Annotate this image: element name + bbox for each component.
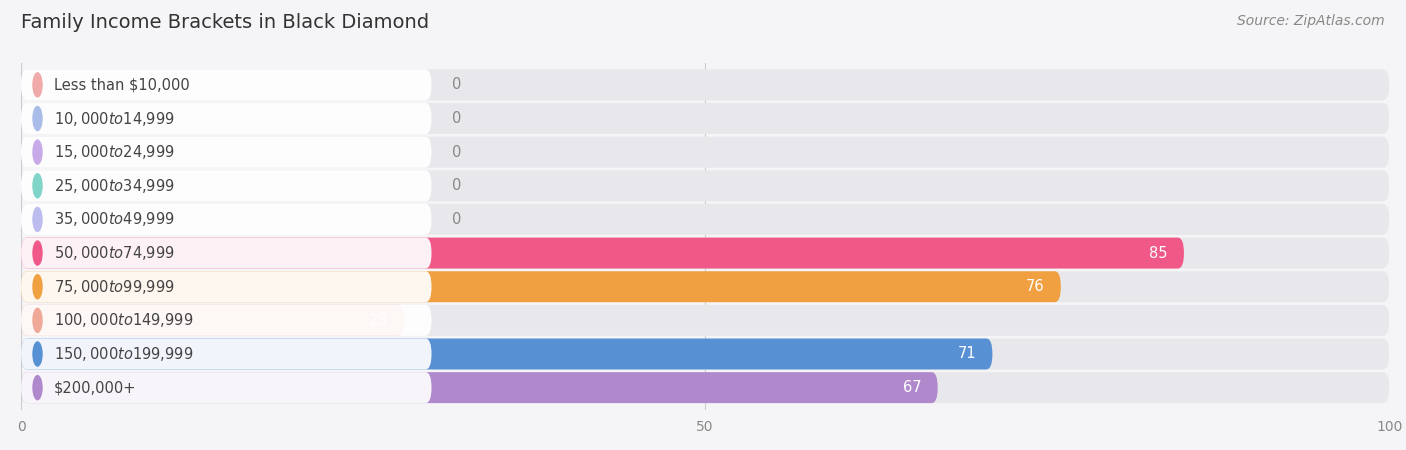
Text: Family Income Brackets in Black Diamond: Family Income Brackets in Black Diamond (21, 14, 429, 32)
FancyBboxPatch shape (21, 103, 432, 134)
Text: 85: 85 (1149, 246, 1167, 261)
FancyBboxPatch shape (21, 271, 1389, 302)
FancyBboxPatch shape (21, 238, 432, 269)
FancyBboxPatch shape (21, 338, 1389, 369)
FancyBboxPatch shape (21, 137, 432, 167)
FancyBboxPatch shape (21, 372, 432, 403)
FancyBboxPatch shape (21, 305, 1389, 336)
Circle shape (32, 173, 42, 198)
Text: 76: 76 (1026, 279, 1045, 294)
FancyBboxPatch shape (21, 338, 432, 369)
FancyBboxPatch shape (21, 204, 432, 235)
Text: 0: 0 (451, 111, 461, 126)
Text: 71: 71 (957, 346, 976, 361)
FancyBboxPatch shape (21, 137, 1389, 167)
Text: $100,000 to $149,999: $100,000 to $149,999 (53, 311, 194, 329)
FancyBboxPatch shape (21, 170, 432, 201)
Text: Source: ZipAtlas.com: Source: ZipAtlas.com (1237, 14, 1385, 27)
Circle shape (32, 274, 42, 300)
Text: 28: 28 (370, 313, 388, 328)
Text: 0: 0 (451, 77, 461, 92)
Circle shape (32, 106, 42, 131)
Text: $25,000 to $34,999: $25,000 to $34,999 (53, 177, 174, 195)
Text: 67: 67 (903, 380, 921, 395)
Text: $10,000 to $14,999: $10,000 to $14,999 (53, 109, 174, 127)
Text: $200,000+: $200,000+ (53, 380, 136, 395)
FancyBboxPatch shape (21, 238, 1184, 269)
Text: $150,000 to $199,999: $150,000 to $199,999 (53, 345, 194, 363)
FancyBboxPatch shape (21, 305, 404, 336)
FancyBboxPatch shape (21, 69, 1389, 100)
FancyBboxPatch shape (21, 170, 1389, 201)
Circle shape (32, 140, 42, 165)
FancyBboxPatch shape (21, 271, 432, 302)
Circle shape (32, 341, 42, 367)
FancyBboxPatch shape (21, 238, 1389, 269)
Circle shape (32, 375, 42, 400)
FancyBboxPatch shape (21, 69, 432, 100)
Text: $15,000 to $24,999: $15,000 to $24,999 (53, 143, 174, 161)
Text: 0: 0 (451, 212, 461, 227)
Text: $50,000 to $74,999: $50,000 to $74,999 (53, 244, 174, 262)
FancyBboxPatch shape (21, 103, 1389, 134)
Circle shape (32, 240, 42, 266)
Text: 0: 0 (451, 178, 461, 194)
FancyBboxPatch shape (21, 204, 1389, 235)
Text: 0: 0 (451, 144, 461, 160)
FancyBboxPatch shape (21, 372, 1389, 403)
Text: $35,000 to $49,999: $35,000 to $49,999 (53, 211, 174, 229)
FancyBboxPatch shape (21, 305, 432, 336)
FancyBboxPatch shape (21, 372, 938, 403)
Circle shape (32, 307, 42, 333)
Circle shape (32, 72, 42, 98)
Circle shape (32, 207, 42, 232)
Text: $75,000 to $99,999: $75,000 to $99,999 (53, 278, 174, 296)
Text: Less than $10,000: Less than $10,000 (53, 77, 190, 92)
FancyBboxPatch shape (21, 271, 1060, 302)
FancyBboxPatch shape (21, 338, 993, 369)
